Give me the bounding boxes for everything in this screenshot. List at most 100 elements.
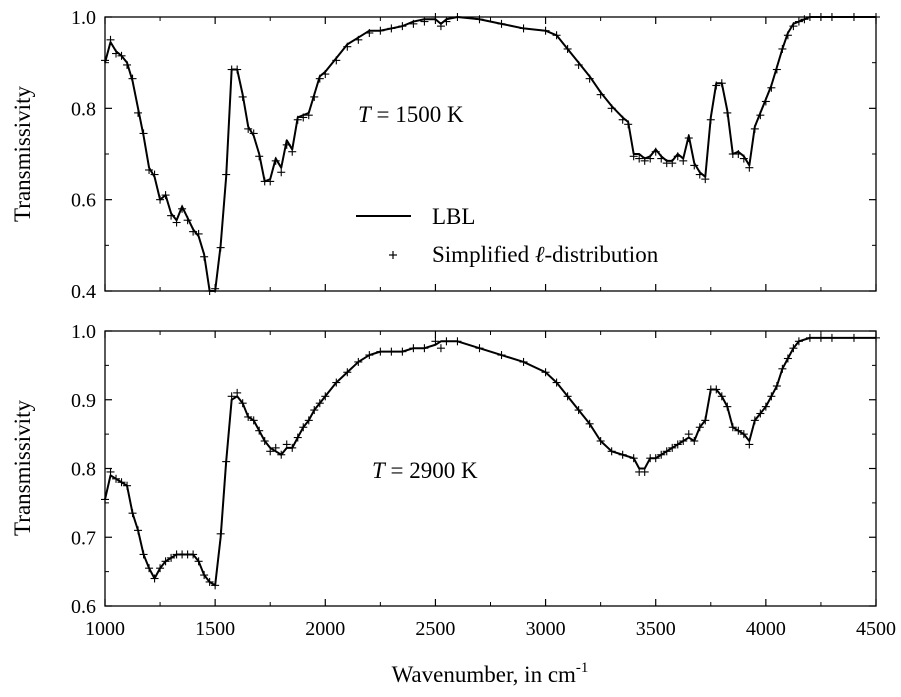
legend-label-simplified: Simplified ℓ-distribution — [432, 242, 659, 267]
data-point-simplified — [299, 113, 308, 122]
data-point-simplified — [657, 154, 666, 163]
annotation-value: = 2900 K — [385, 458, 478, 483]
data-point-simplified — [436, 22, 445, 31]
data-point-simplified — [172, 218, 181, 227]
data-point-simplified — [436, 344, 445, 353]
data-point-simplified — [260, 437, 269, 445]
data-point-simplified — [205, 577, 214, 586]
data-point-simplified — [596, 437, 605, 445]
data-point-simplified — [728, 423, 737, 432]
x-tick-labels: 1000 1500 2000 2500 3000 3500 4000 4500 — [85, 618, 896, 640]
x-tick-label: 2500 — [415, 618, 455, 640]
legend-label-ell: ℓ — [535, 242, 545, 267]
data-point-simplified — [134, 526, 143, 535]
data-point-simplified — [293, 115, 302, 124]
data-point-simplified — [282, 140, 291, 149]
data-point-simplified — [673, 440, 682, 449]
data-point-simplified — [189, 550, 198, 559]
legend-label-prefix: Simplified — [432, 242, 535, 267]
data-point-simplified — [332, 56, 341, 65]
data-point-simplified — [646, 154, 655, 163]
legend-label-suffix: -distribution — [544, 242, 658, 267]
data-point-simplified — [794, 17, 803, 26]
data-point-simplified — [431, 13, 440, 21]
data-point-simplified — [668, 159, 677, 168]
data-point-simplified — [156, 195, 165, 204]
data-point-simplified — [117, 478, 126, 487]
data-point-simplified — [712, 385, 721, 394]
data-point-simplified — [541, 26, 550, 35]
data-point-simplified — [128, 509, 137, 518]
data-point-simplified — [684, 430, 693, 439]
data-point-simplified — [574, 406, 583, 415]
data-point-simplified — [310, 92, 319, 101]
data-point-simplified — [574, 60, 583, 69]
y-tick-label: 0.8 — [71, 459, 96, 481]
data-point-simplified — [398, 347, 407, 356]
data-point-simplified — [519, 357, 528, 366]
data-point-simplified — [442, 337, 451, 346]
data-point-simplified — [255, 426, 264, 435]
data-point-simplified — [783, 31, 792, 40]
data-point-simplified — [745, 163, 754, 172]
data-point-simplified — [354, 357, 363, 366]
data-point-simplified — [233, 388, 242, 397]
data-point-simplified — [827, 13, 836, 21]
data-point-simplified — [106, 467, 115, 476]
data-point-simplified — [657, 450, 666, 459]
data-point-simplified — [624, 120, 633, 129]
data-point-simplified — [651, 454, 660, 463]
data-point-simplified — [629, 454, 638, 463]
annotation-symbol: T — [372, 458, 387, 483]
data-point-simplified — [150, 574, 159, 583]
data-point-simplified — [128, 74, 137, 83]
data-point-simplified — [315, 399, 324, 408]
data-point-simplified — [167, 211, 176, 220]
chart-panel-2900k: 0.6 0.7 0.8 0.9 1.0 1000 1500 2000 2500 3000 3500… — [10, 321, 896, 687]
data-point-simplified — [690, 437, 699, 445]
data-point-simplified — [800, 15, 809, 24]
data-point-simplified — [596, 90, 605, 99]
data-point-simplified — [139, 129, 148, 138]
data-point-simplified — [304, 416, 313, 425]
y-axis-label: Transmissivity — [10, 400, 35, 536]
data-point-simplified — [712, 81, 721, 90]
data-point-simplified — [431, 337, 440, 346]
data-point-simplified — [156, 564, 165, 573]
data-point-simplified — [167, 553, 176, 562]
data-point-simplified — [354, 35, 363, 44]
data-point-simplified — [112, 474, 121, 483]
data-point-simplified — [640, 156, 649, 165]
x-axis-label-main: Wavenumber, in cm — [392, 662, 576, 687]
data-point-simplified — [288, 147, 297, 156]
data-point-simplified — [194, 229, 203, 238]
data-point-simplified — [789, 344, 798, 353]
data-point-simplified — [442, 17, 451, 26]
data-point-simplified — [161, 557, 170, 566]
data-point-simplified — [827, 333, 836, 342]
data-point-simplified — [723, 108, 732, 117]
data-point-simplified — [216, 529, 225, 538]
data-point-simplified — [497, 351, 506, 360]
data-point-simplified — [475, 344, 484, 353]
data-point-simplified — [662, 447, 671, 456]
data-point-simplified — [563, 392, 572, 401]
data-point-simplified — [849, 333, 858, 342]
y-axis-label: Transmissivity — [10, 86, 35, 222]
x-tick-label: 3500 — [636, 618, 676, 640]
data-point-simplified — [756, 409, 765, 418]
data-point-simplified — [216, 243, 225, 252]
temperature-annotation: T = 2900 K — [372, 458, 478, 483]
data-point-simplified — [563, 44, 572, 53]
data-point-simplified — [321, 70, 330, 79]
data-point-simplified — [409, 344, 418, 353]
data-point-simplified — [607, 104, 616, 113]
data-point-simplified — [872, 13, 880, 21]
y-tick-label: 0.6 — [71, 190, 96, 212]
legend: LBL Simplified ℓ-distribution — [356, 204, 659, 267]
data-point-simplified — [244, 412, 253, 421]
y-tick-label: 0.4 — [71, 281, 96, 303]
data-point-simplified — [651, 147, 660, 156]
data-point-simplified — [618, 450, 627, 459]
